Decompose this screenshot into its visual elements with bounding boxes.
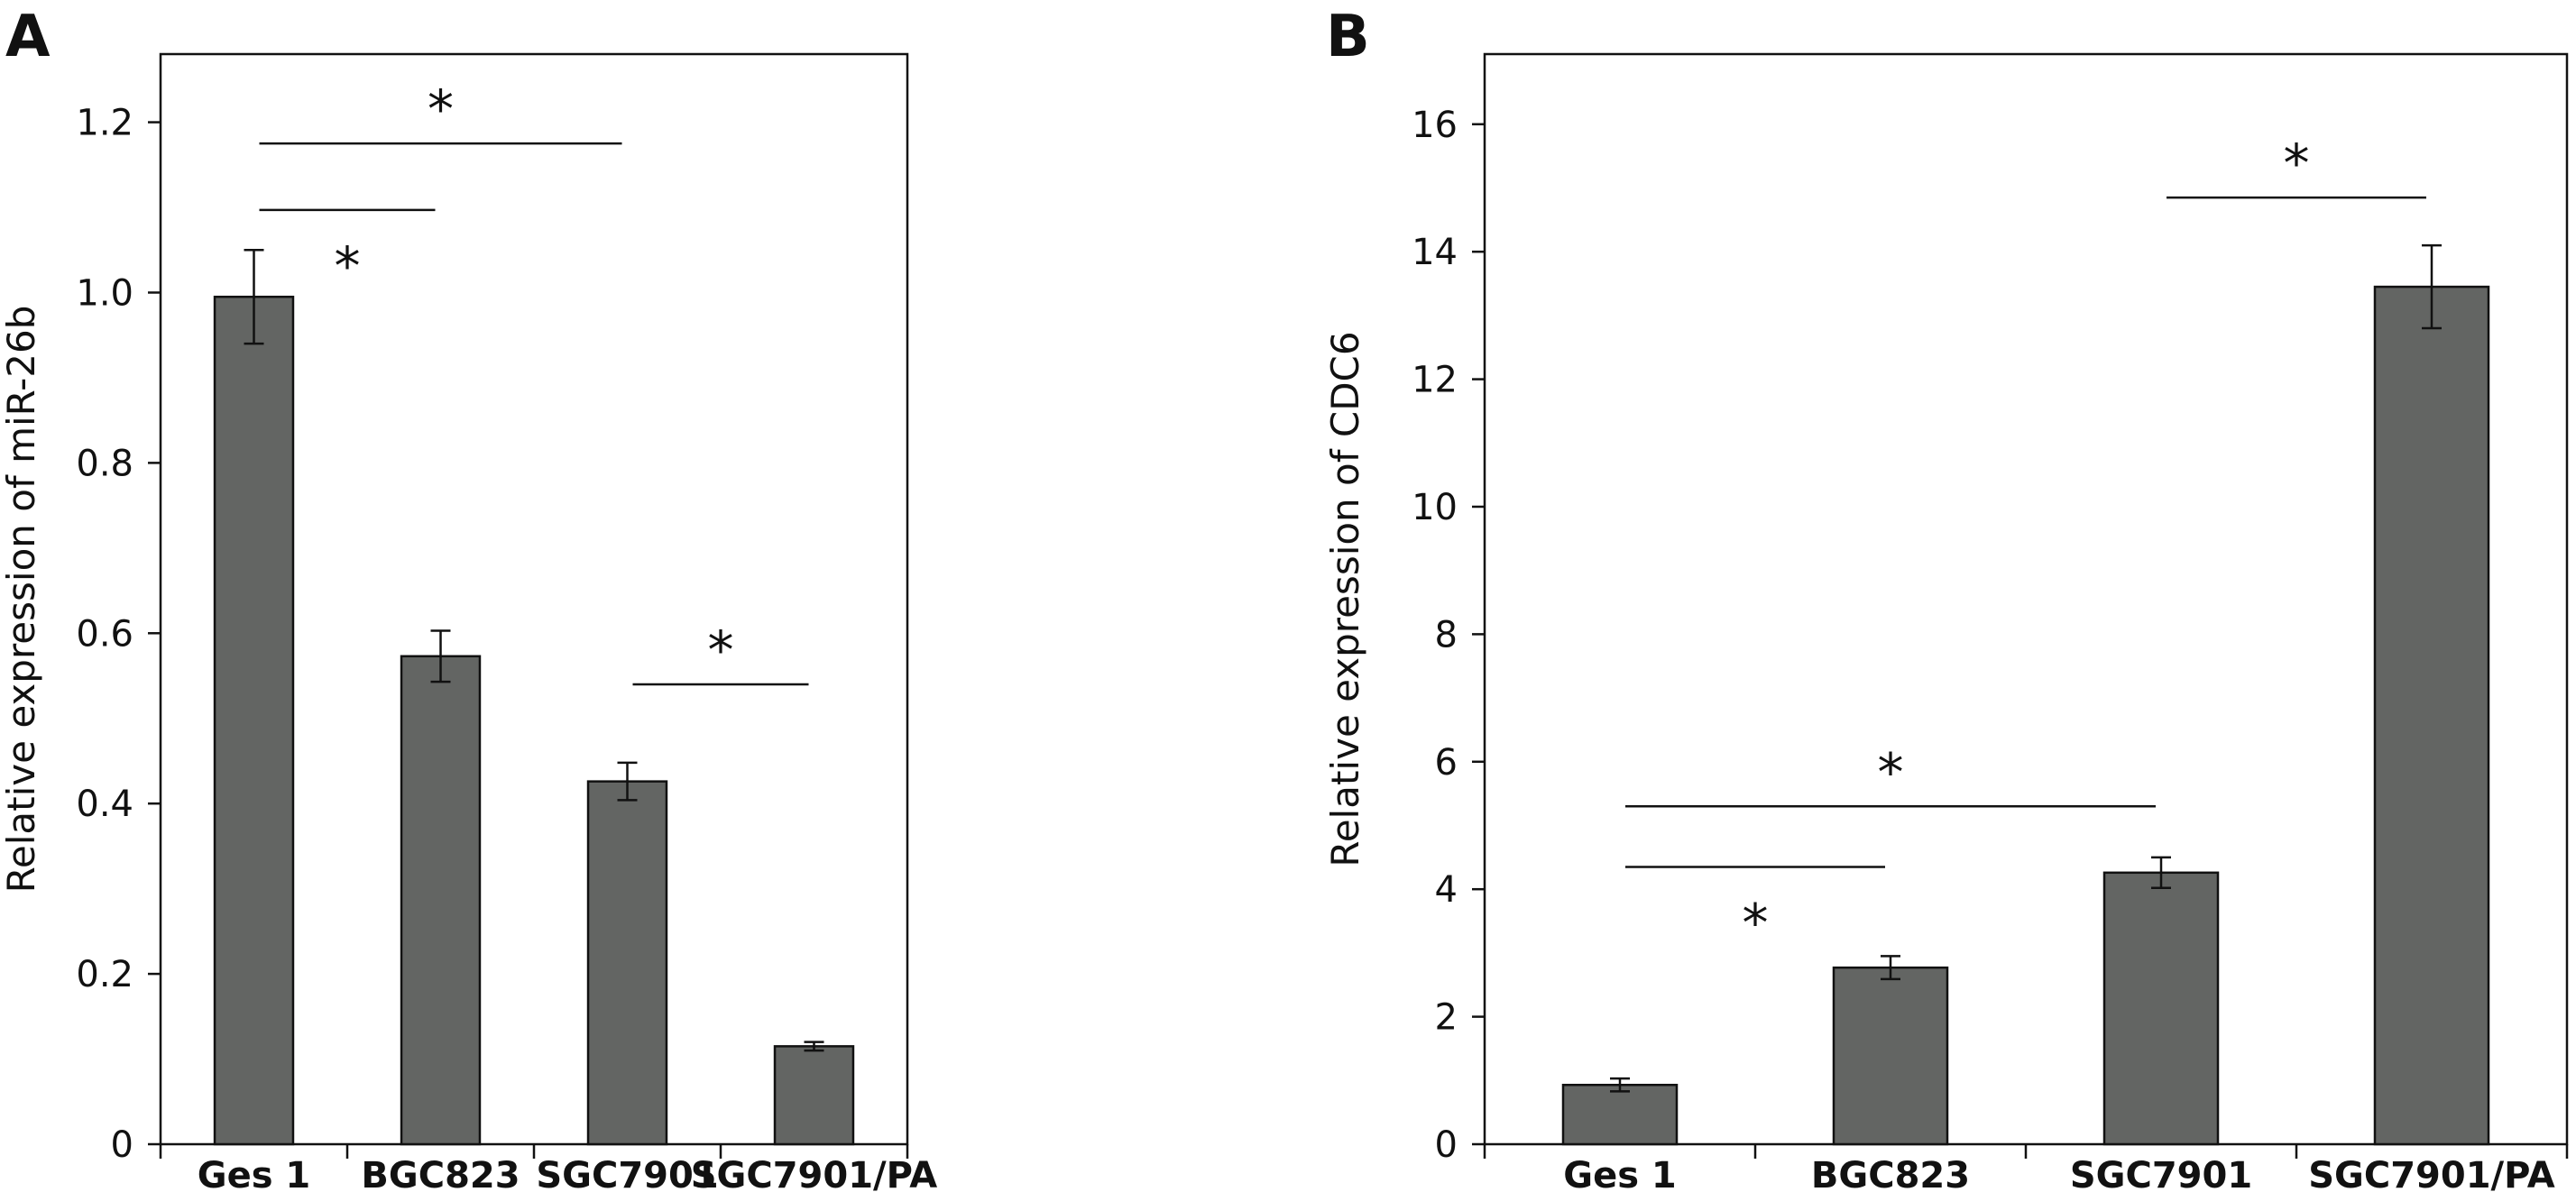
panel-b: B 0 2 4 6 8 10 12 14 16 Relative expression of CDC… xyxy=(1323,4,2569,1192)
y-tick-label: 0.6 xyxy=(76,613,133,655)
category-label: BGC823 xyxy=(1811,1155,1970,1192)
significance-label: * xyxy=(708,619,734,681)
significance-label: * xyxy=(1743,892,1769,953)
category-label: SGC7901/PA xyxy=(2308,1155,2555,1192)
significance-label: * xyxy=(1878,741,1904,802)
y-axis-label: Relative expression of CDC6 xyxy=(1323,331,1367,866)
bar xyxy=(1832,966,1949,1146)
bar xyxy=(773,1045,855,1146)
y-tick-label: 16 xyxy=(1412,105,1458,146)
significance-label: * xyxy=(335,235,361,297)
panel-letter: A xyxy=(5,4,51,70)
category-label: Ges 1 xyxy=(198,1155,311,1192)
panel-a: A 0 0.2 0.4 0.6 0.8 1.0 1.2 Relative expression … xyxy=(0,4,937,1192)
significance-label: * xyxy=(428,78,454,140)
bar xyxy=(586,780,668,1146)
y-tick-label: 6 xyxy=(1435,742,1458,784)
bar xyxy=(2373,285,2490,1146)
category-label: SGC7901 xyxy=(536,1155,718,1192)
category-label: SGC7901 xyxy=(2070,1155,2252,1192)
y-tick-label: 0.8 xyxy=(76,443,133,484)
bar xyxy=(400,655,482,1146)
y-tick-label: 12 xyxy=(1412,360,1458,401)
significance-label: * xyxy=(2284,133,2310,194)
y-tick-label: 2 xyxy=(1435,997,1458,1039)
bar xyxy=(213,295,295,1146)
y-tick-label: 0 xyxy=(1435,1124,1458,1166)
bar xyxy=(1561,1083,1679,1146)
category-label: Ges 1 xyxy=(1563,1155,1677,1192)
y-tick-label: 1.2 xyxy=(76,103,133,144)
y-tick-label: 0.2 xyxy=(76,954,133,995)
y-tick-label: 0 xyxy=(111,1124,133,1166)
y-tick-label: 14 xyxy=(1412,232,1458,273)
category-label: SGC7901/PA xyxy=(691,1155,938,1192)
y-tick-label: 0.4 xyxy=(76,784,133,825)
y-tick-label: 1.0 xyxy=(76,272,133,314)
y-tick-label: 8 xyxy=(1435,614,1458,656)
y-axis-label: Relative expression of miR-26b xyxy=(0,306,43,894)
panel-letter: B xyxy=(1326,4,1370,70)
bar xyxy=(2102,871,2220,1146)
category-label: BGC823 xyxy=(361,1155,520,1192)
y-tick-label: 10 xyxy=(1412,487,1458,528)
y-tick-label: 4 xyxy=(1435,869,1458,911)
